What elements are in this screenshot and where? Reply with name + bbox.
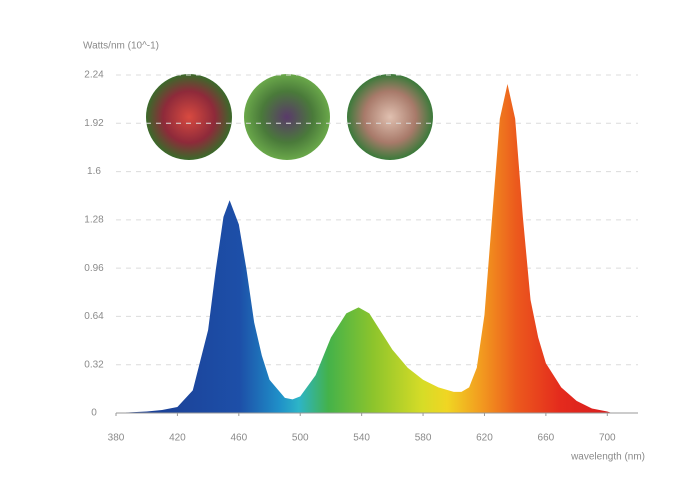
y-tick-label: 0 bbox=[91, 408, 97, 419]
x-tick-label: 660 bbox=[538, 433, 555, 444]
plant-photo bbox=[347, 74, 433, 160]
x-tick-label: 460 bbox=[230, 433, 247, 444]
y-tick-label: 1.6 bbox=[87, 166, 101, 177]
y-tick-label: 2.24 bbox=[84, 70, 104, 81]
spectrum-area bbox=[116, 84, 612, 413]
x-axis-label: wavelength (nm) bbox=[570, 452, 645, 463]
y-tick-label: 1.92 bbox=[84, 118, 104, 129]
plant-photo bbox=[244, 74, 330, 160]
x-tick-label: 700 bbox=[599, 433, 616, 444]
x-tick-label: 620 bbox=[476, 433, 493, 444]
y-tick-label: 0.96 bbox=[84, 263, 104, 274]
y-tick-label: 1.28 bbox=[84, 214, 104, 225]
plant-photo bbox=[146, 74, 232, 160]
y-axis-label: Watts/nm (10^-1) bbox=[83, 41, 159, 52]
y-tick-label: 0.64 bbox=[84, 311, 104, 322]
x-tick-label: 380 bbox=[108, 433, 125, 444]
x-tick-label: 580 bbox=[415, 433, 432, 444]
x-tick-label: 500 bbox=[292, 433, 309, 444]
y-tick-label: 0.32 bbox=[84, 359, 104, 370]
x-tick-label: 540 bbox=[353, 433, 370, 444]
x-tick-label: 420 bbox=[169, 433, 186, 444]
